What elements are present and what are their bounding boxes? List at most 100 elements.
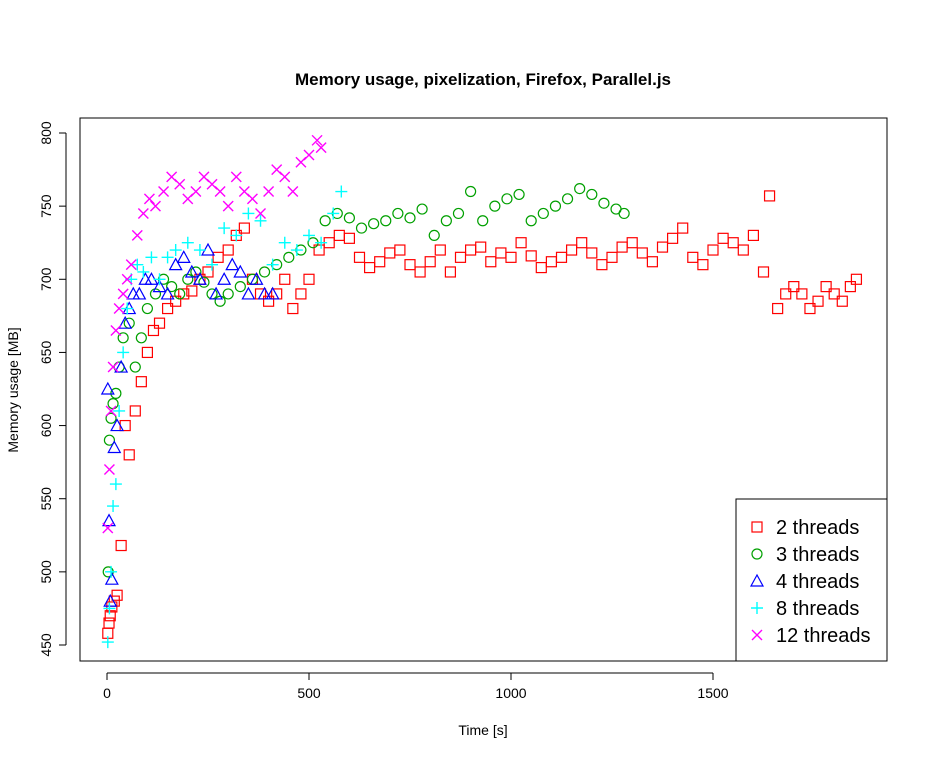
- data-point: [287, 186, 299, 198]
- data-point: [149, 200, 161, 212]
- data-point: [174, 288, 186, 300]
- data-point: [184, 264, 199, 278]
- y-tick-label: 700: [38, 267, 54, 291]
- data-point: [656, 241, 669, 253]
- data-point: [295, 288, 307, 300]
- data-point: [576, 237, 588, 249]
- data-point: [109, 478, 122, 491]
- legend-label: 8 threads: [776, 598, 859, 620]
- data-point: [707, 244, 719, 256]
- data-point: [123, 449, 135, 461]
- data-point: [454, 251, 467, 263]
- data-point: [107, 361, 119, 373]
- data-point: [303, 229, 315, 242]
- data-point: [353, 251, 366, 263]
- data-point: [168, 257, 183, 271]
- data-point: [737, 244, 749, 256]
- data-point: [102, 522, 114, 534]
- data-point: [212, 251, 224, 263]
- data-point: [687, 251, 699, 263]
- y-axis: 450 500 550 600 650 700 750 800: [38, 121, 67, 657]
- data-point: [616, 241, 628, 253]
- data-point: [193, 244, 206, 257]
- x-tick-label: 1500: [697, 685, 728, 701]
- data-point: [258, 266, 271, 278]
- data-point: [465, 244, 477, 256]
- data-point: [525, 215, 537, 227]
- data-point: [844, 281, 856, 293]
- data-point: [178, 288, 190, 300]
- data-point: [440, 215, 452, 227]
- data-point: [233, 264, 248, 278]
- data-point: [101, 636, 114, 649]
- data-point: [780, 288, 792, 300]
- data-point: [103, 617, 115, 629]
- data-point: [107, 398, 119, 410]
- data-point: [513, 188, 525, 201]
- data-point: [335, 185, 348, 198]
- data-point: [343, 232, 355, 244]
- legend-label: 4 threads: [776, 571, 859, 593]
- data-point: [535, 261, 547, 274]
- data-point: [117, 288, 129, 300]
- data-point: [115, 539, 127, 552]
- data-point: [717, 232, 729, 244]
- data-point: [515, 237, 527, 249]
- data-point: [697, 259, 709, 271]
- data-point: [836, 295, 848, 307]
- data-point: [414, 266, 426, 278]
- data-point: [319, 215, 331, 227]
- data-point: [230, 171, 242, 183]
- data-point: [217, 272, 232, 285]
- data-point: [485, 256, 497, 268]
- data-point: [606, 251, 618, 263]
- data-point: [257, 286, 272, 300]
- data-point: [279, 171, 291, 183]
- data-point: [182, 273, 194, 285]
- data-point: [161, 251, 174, 264]
- data-point: [279, 273, 291, 285]
- data-point: [772, 302, 784, 315]
- data-point: [141, 302, 153, 315]
- data-point: [107, 440, 122, 454]
- data-point: [242, 207, 255, 220]
- y-axis-label: Memory usage [MB]: [5, 327, 21, 452]
- data-point: [287, 302, 299, 315]
- legend: 2 threads 3 threads 4 threads 8 threads 12 t…: [735, 498, 888, 662]
- data-point: [222, 200, 234, 212]
- data-point: [222, 244, 234, 256]
- data-point: [355, 222, 368, 234]
- data-point: [598, 197, 610, 209]
- data-point: [206, 258, 219, 271]
- plot-frame: [79, 117, 888, 662]
- data-point: [153, 317, 166, 329]
- data-point: [666, 232, 679, 244]
- legend-label: 2 threads: [776, 517, 859, 539]
- data-point: [505, 251, 517, 263]
- data-point: [105, 412, 117, 424]
- data-point: [241, 286, 256, 300]
- data-point: [166, 281, 178, 293]
- data-point: [113, 404, 126, 417]
- data-point: [106, 601, 118, 613]
- data-point: [147, 324, 160, 337]
- data-point: [121, 273, 133, 285]
- data-point: [788, 281, 800, 293]
- x-tick-label: 0: [103, 685, 111, 701]
- data-point: [586, 247, 598, 259]
- data-point: [246, 193, 258, 205]
- x-tick-label: 1000: [495, 685, 526, 701]
- legend-marker: [749, 573, 765, 587]
- data-point: [110, 324, 122, 336]
- data-point: [149, 288, 162, 300]
- data-point: [444, 266, 456, 278]
- data-point: [255, 207, 267, 219]
- data-point: [103, 593, 118, 607]
- y-tick-label: 800: [38, 121, 54, 145]
- legend-marker: [751, 629, 763, 641]
- data-point: [757, 266, 770, 278]
- data-point: [225, 257, 240, 271]
- data-point: [132, 286, 147, 300]
